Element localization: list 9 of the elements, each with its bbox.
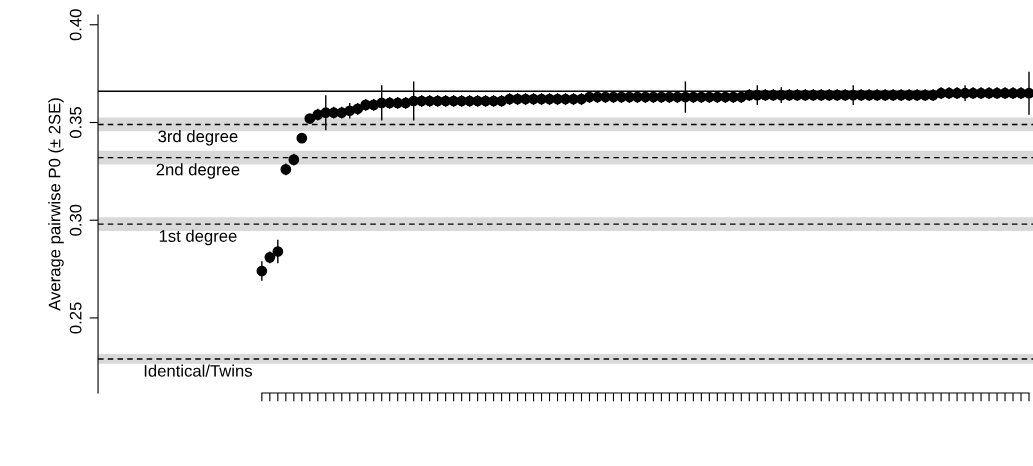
y-tick-label: 0.30 [69, 204, 82, 236]
ref-line-label: 2nd degree [156, 163, 240, 179]
y-axis-title: Average pairwise P0 (± 2SE) [48, 98, 64, 311]
ref-line-label: 3rd degree [158, 130, 238, 146]
y-tick-label: 0.35 [69, 106, 82, 139]
y-tick-label: 0.25 [69, 302, 82, 334]
ref-line-label: 1st degree [159, 229, 237, 246]
y-tick-label: 0.40 [69, 9, 82, 41]
ref-line-label: Identical/Twins [144, 364, 252, 377]
